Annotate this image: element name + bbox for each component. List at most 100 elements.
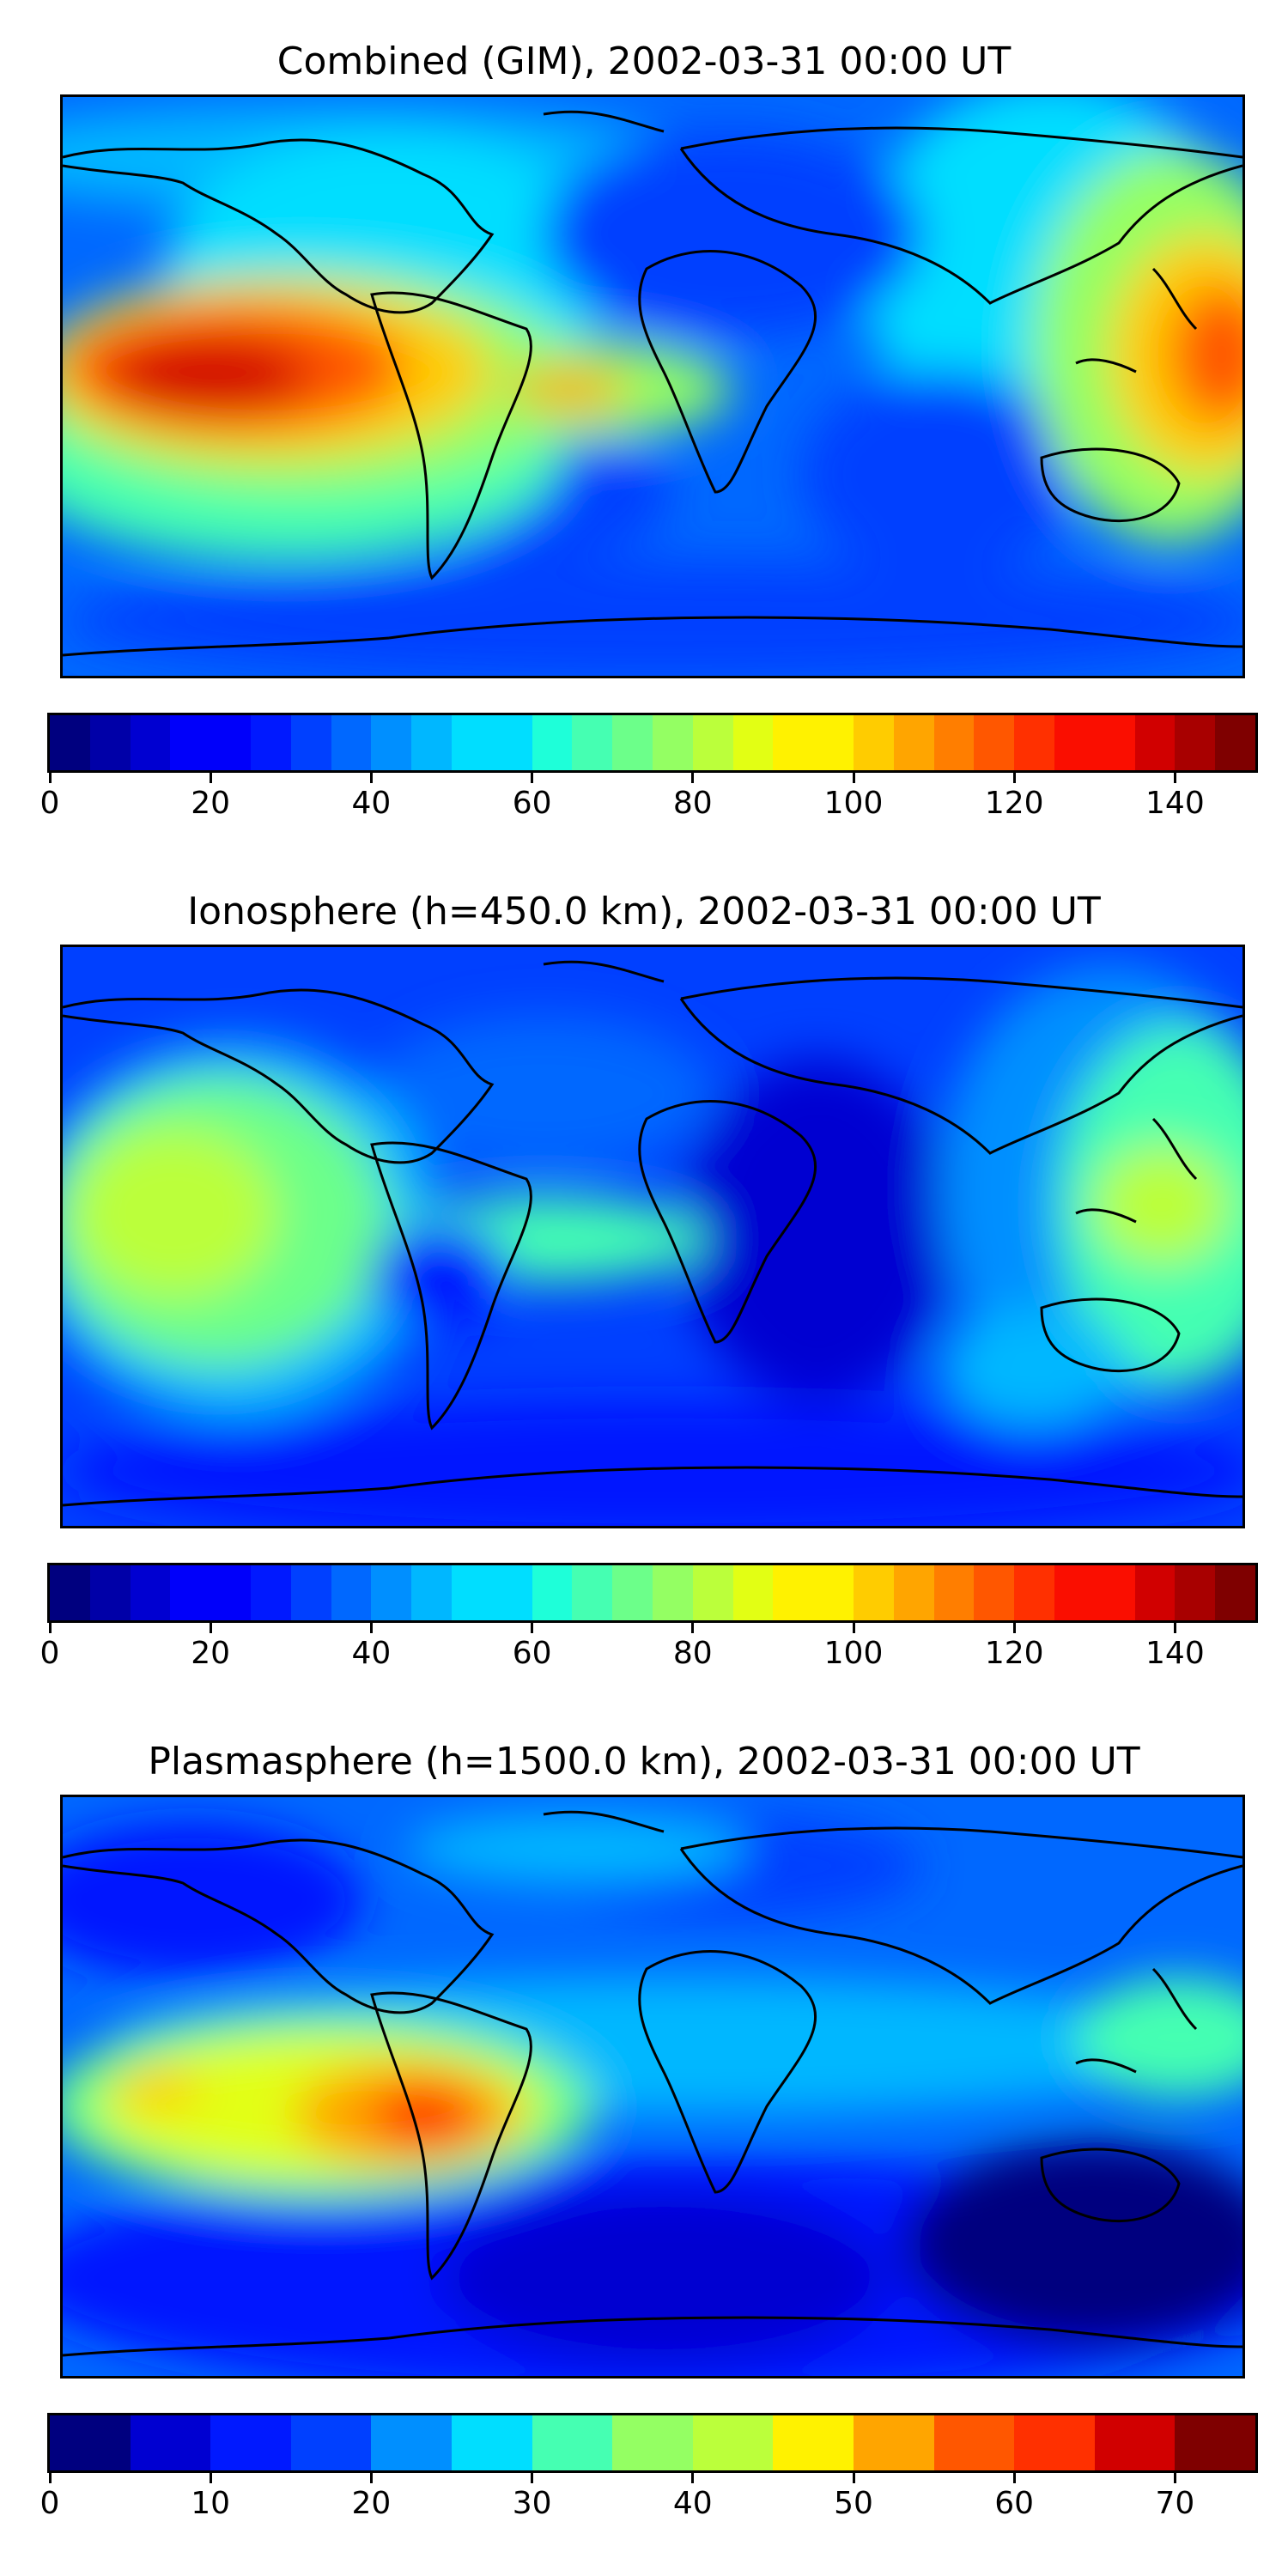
colorbar-segment: [813, 1565, 854, 1620]
colorbar-tick: [1173, 2473, 1176, 2483]
colorbar-ionosphere: [47, 1563, 1258, 1623]
colorbar-segment: [50, 1565, 90, 1620]
coastlines: [63, 110, 1242, 657]
colorbar-segment: [933, 715, 975, 770]
colorbar-segment: [1175, 715, 1216, 770]
colorbar-segment: [89, 1565, 131, 1620]
colorbar-segment: [1175, 2415, 1255, 2470]
colorbar-segment: [692, 1565, 733, 1620]
tec-field: [63, 1814, 1242, 2376]
colorbar-tick-label: 80: [672, 786, 713, 821]
colorbar-segment: [451, 1565, 492, 1620]
colorbar-segment: [732, 715, 774, 770]
colorbar-segment: [612, 2415, 693, 2470]
colorbar-segment: [853, 2415, 934, 2470]
colorbar-segment: [1014, 1565, 1054, 1620]
colorbar-plasmasphere: [47, 2413, 1258, 2473]
colorbar-segment: [50, 2415, 131, 2470]
colorbar-tick-label: 50: [834, 2486, 873, 2521]
colorbar-tick: [1173, 773, 1176, 783]
colorbar-tick: [48, 2473, 52, 2483]
colorbar-tick-label: 120: [984, 1636, 1044, 1671]
panel-title-ionosphere: Ionosphere (h=450.0 km), 2002-03-31 00:0…: [187, 890, 1101, 933]
colorbar-tick-label: 120: [984, 786, 1044, 821]
colorbar-segment: [130, 1565, 171, 1620]
colorbar-segment: [331, 715, 372, 770]
colorbar-segment: [1054, 715, 1095, 770]
colorbar-tick: [209, 773, 212, 783]
colorbar-segment: [451, 2415, 532, 2470]
colorbar-tick-label: 10: [191, 2486, 231, 2521]
colorbar-tick-label: 140: [1145, 786, 1205, 821]
colorbar-tick: [48, 773, 52, 783]
colorbar-segment: [1014, 715, 1054, 770]
colorbar-tick-label: 40: [351, 786, 392, 821]
colorbar-segment: [290, 715, 331, 770]
colorbar-tick: [209, 2473, 212, 2483]
colorbar-segment: [692, 2415, 774, 2470]
colorbar-segment: [130, 2415, 211, 2470]
colorbar-tick-label: 0: [39, 786, 60, 821]
colorbar-tick: [691, 1623, 695, 1633]
colorbar-tick-label: 70: [1155, 2486, 1195, 2521]
colorbar-tick: [852, 2473, 855, 2483]
colorbar-segment: [250, 1565, 291, 1620]
colorbar-tick: [1012, 1623, 1016, 1633]
colorbar-tick-label: 40: [351, 1636, 392, 1671]
colorbar-tick: [531, 1623, 534, 1633]
coastlines: [63, 960, 1242, 1507]
colorbar-segment: [933, 2415, 1015, 2470]
colorbar-segment: [290, 1565, 331, 1620]
colorbar-segment: [491, 715, 532, 770]
colorbar-tick: [1173, 1623, 1176, 1633]
colorbar-tick: [691, 2473, 695, 2483]
map-plasmasphere: [60, 1795, 1245, 2379]
colorbar-segment: [1054, 1565, 1095, 1620]
colorbar-tick: [531, 2473, 534, 2483]
colorbar-segment: [371, 715, 412, 770]
colorbar-segment: [1134, 715, 1176, 770]
tec-field: [63, 97, 1242, 676]
colorbar-segment: [371, 1565, 412, 1620]
colorbar-segment: [773, 715, 814, 770]
colorbar-tick: [852, 1623, 855, 1633]
map-combined: [60, 94, 1245, 678]
colorbar-segment: [130, 715, 171, 770]
colorbar-segment: [411, 715, 452, 770]
colorbar-segment: [1215, 715, 1255, 770]
colorbar-segment: [1094, 1565, 1135, 1620]
colorbar-segment: [532, 715, 573, 770]
colorbar-segment: [652, 1565, 693, 1620]
colorbar-segment: [210, 2415, 291, 2470]
colorbar-segment: [170, 715, 211, 770]
colorbar-tick-label: 100: [823, 786, 884, 821]
colorbar-segment: [290, 2415, 372, 2470]
colorbar-segment: [491, 1565, 532, 1620]
colorbar-tick-label: 0: [39, 2486, 60, 2521]
colorbar-segment: [1215, 1565, 1255, 1620]
colorbar-segment: [933, 1565, 975, 1620]
colorbar-segment: [652, 715, 693, 770]
colorbar-segment: [893, 715, 934, 770]
colorbar-segment: [572, 715, 613, 770]
colorbar-segment: [411, 1565, 452, 1620]
map-ionosphere: [60, 945, 1245, 1528]
colorbar-segment: [612, 715, 653, 770]
colorbar-tick-label: 60: [512, 1636, 552, 1671]
colorbar-segment: [1094, 715, 1135, 770]
colorbar-segment: [773, 1565, 814, 1620]
colorbar-tick-label: 0: [39, 1636, 60, 1671]
colorbar-segment: [50, 715, 90, 770]
colorbar-segment: [773, 2415, 854, 2470]
colorbar-segment: [853, 1565, 894, 1620]
colorbar-tick-label: 30: [512, 2486, 552, 2521]
colorbar-segment: [210, 715, 251, 770]
colorbar-segment: [89, 715, 131, 770]
colorbar-segment: [371, 2415, 452, 2470]
colorbar-segment: [451, 715, 492, 770]
colorbar-tick-label: 100: [823, 1636, 884, 1671]
colorbar-segment: [532, 2415, 613, 2470]
panel-title-combined: Combined (GIM), 2002-03-31 00:00 UT: [276, 39, 1012, 83]
colorbar-tick: [369, 773, 373, 783]
colorbar-segment: [974, 1565, 1015, 1620]
